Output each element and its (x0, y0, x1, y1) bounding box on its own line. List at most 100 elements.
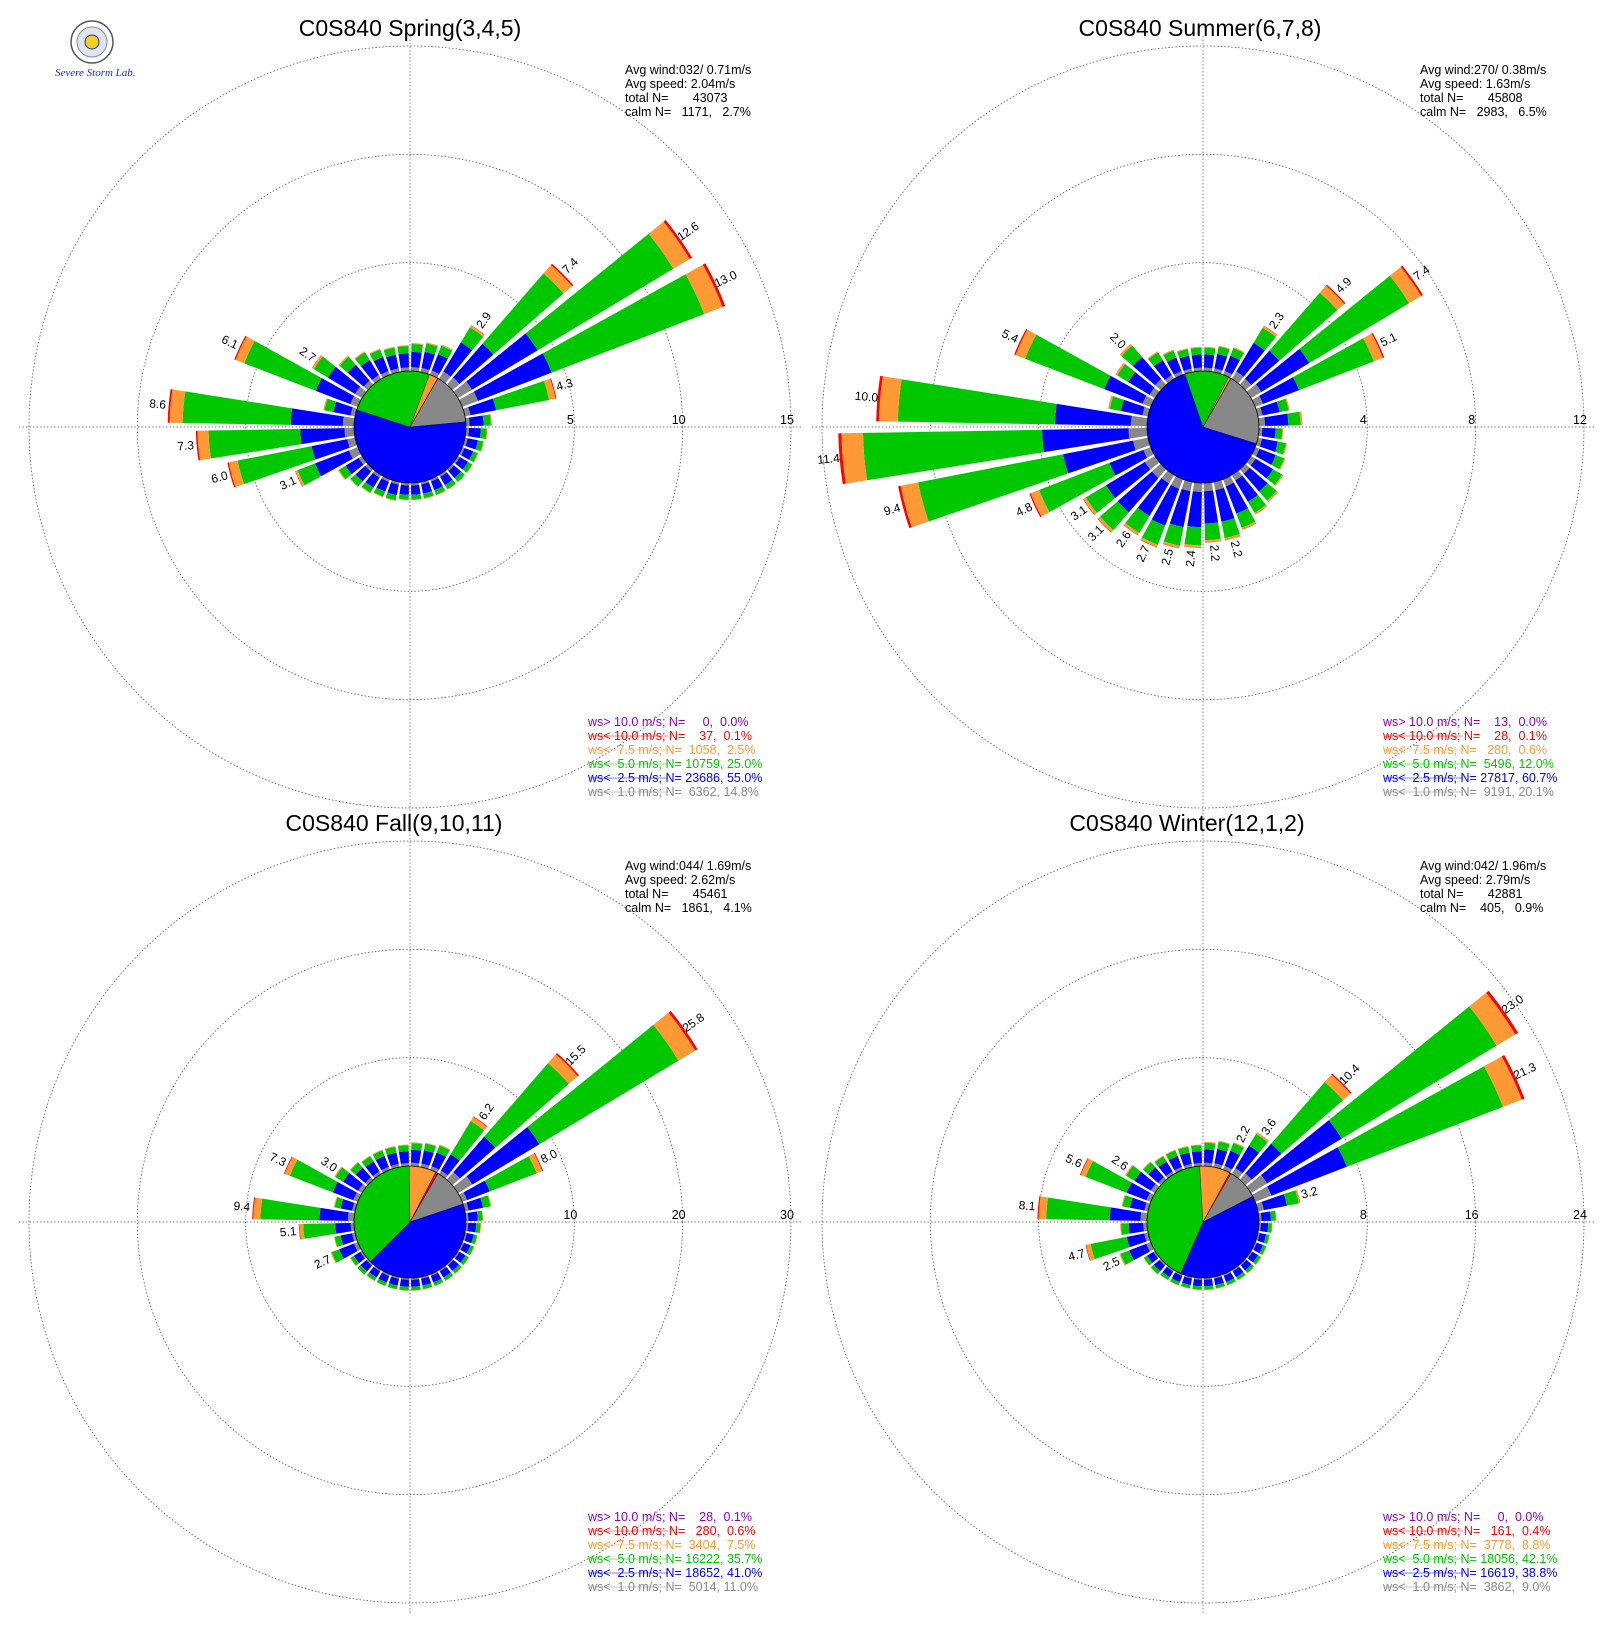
bar-segment (430, 1272, 442, 1283)
bar-segment (323, 398, 328, 411)
bar-segment (1236, 1271, 1246, 1281)
bar-segment (1125, 507, 1150, 533)
bar-segment (1224, 534, 1241, 541)
bar-segment (335, 1223, 352, 1234)
bar-segment (345, 457, 364, 475)
bar-segment (1261, 1194, 1287, 1211)
bar-segment (454, 1266, 463, 1275)
bar-value-label: 5.1 (279, 1224, 297, 1239)
bar-segment (1123, 524, 1139, 536)
bar-segment (300, 428, 346, 445)
bar-segment (1281, 428, 1284, 440)
bar-segment (1221, 518, 1240, 539)
bar-segment (1325, 284, 1346, 305)
grid-ring (28, 45, 792, 809)
bar-value-label: 6.2 (476, 1101, 497, 1123)
bar-segment (440, 1154, 460, 1176)
bar-segment (1203, 367, 1213, 372)
bar-segment (458, 1192, 468, 1202)
bar-segment (383, 346, 395, 351)
bar-segment (1400, 265, 1423, 296)
bar-segment (436, 490, 446, 496)
bar-segment (398, 498, 409, 501)
bar-segment (372, 470, 382, 478)
bar-segment (423, 1286, 433, 1290)
bar-segment (227, 462, 236, 488)
bar-segment (1230, 1143, 1245, 1156)
bar-segment (467, 1223, 477, 1233)
bar-segment (1121, 345, 1143, 367)
bar-segment (1271, 1223, 1273, 1233)
bar-segment (1213, 1163, 1223, 1170)
grid-ring (136, 948, 684, 1496)
bar-segment (434, 1281, 444, 1287)
grid-ring (929, 153, 1477, 701)
bar-segment (841, 432, 868, 484)
tick-label: 4 (1360, 413, 1367, 427)
bar-segment (397, 1145, 409, 1153)
bar-segment (1190, 347, 1202, 356)
bar-segment (342, 416, 355, 427)
bar-segment (1085, 485, 1116, 513)
bar-segment (466, 1197, 484, 1211)
bar-value-label: 2.4 (1183, 549, 1198, 567)
bar-segment (369, 1266, 381, 1278)
bar-segment (1144, 1232, 1151, 1242)
bar-segment (387, 1283, 398, 1290)
legend-entry: ws> 10.0 m/s; N= 13, 0.0% (1382, 715, 1547, 729)
bar-segment (1263, 1234, 1270, 1245)
bar-segment (460, 327, 484, 351)
bar-segment (334, 1235, 344, 1248)
bar-segment (898, 485, 912, 529)
pie-outline (353, 370, 467, 484)
bar-segment (350, 396, 362, 407)
bar-segment (1247, 1266, 1255, 1274)
bar-segment (1177, 349, 1190, 359)
bar-segment (397, 346, 409, 355)
bar-segment (337, 469, 346, 480)
bar-segment (1109, 396, 1124, 412)
bar-segment (438, 470, 447, 478)
bar-segment (464, 1233, 474, 1244)
bar-segment (327, 366, 361, 394)
bar-segment (1108, 395, 1112, 409)
bar-segment (253, 1197, 263, 1220)
bar-segment (1175, 1270, 1183, 1276)
bar-segment (1224, 1150, 1240, 1170)
bar-segment (1137, 478, 1170, 517)
bar-segment (1163, 523, 1184, 546)
bar-segment (1121, 1194, 1126, 1207)
bar-segment (384, 1146, 397, 1156)
stat-line: Avg wind:044/ 1.69m/s (625, 859, 751, 873)
bar-segment (1263, 325, 1278, 336)
bar-segment (1274, 428, 1283, 440)
bar-segment (1276, 398, 1289, 413)
bar-segment (348, 447, 362, 459)
bar-value-label: 5.1 (1378, 330, 1399, 350)
bar-segment (1242, 523, 1257, 530)
bar-segment (473, 1116, 488, 1127)
bar-segment (1085, 1161, 1132, 1193)
bar-segment (353, 1192, 362, 1202)
bar-segment (1146, 1192, 1155, 1202)
bar-segment (469, 451, 478, 463)
bar-segment (1142, 1161, 1151, 1170)
bar-segment (475, 440, 484, 452)
bar-segment (1230, 348, 1245, 361)
legend-entry: ws< 1.0 m/s; N= 3862, 9.0% (1382, 1580, 1550, 1594)
bar-segment (440, 472, 453, 486)
bar-segment (1371, 332, 1385, 358)
bar-segment (489, 414, 492, 426)
bar-segment (476, 1210, 483, 1221)
bar-segment (492, 380, 550, 411)
bar-segment (466, 1126, 540, 1185)
bar-segment (468, 428, 481, 439)
stat-line: total N= 45808 (1420, 91, 1523, 105)
bar-segment (1257, 1233, 1267, 1243)
bar-segment (1296, 1189, 1301, 1204)
bar-segment (1144, 1202, 1151, 1212)
bar-segment (1258, 417, 1266, 427)
bar-segment (430, 475, 439, 482)
bar-segment (446, 1258, 454, 1266)
bar-segment (1275, 441, 1287, 455)
